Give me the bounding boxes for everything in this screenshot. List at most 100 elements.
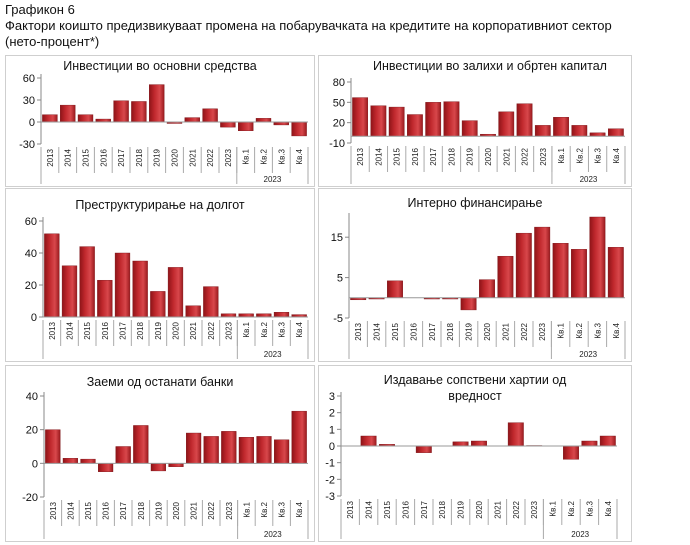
x-tick-label: Кв.3 bbox=[278, 501, 287, 517]
bar-2013 bbox=[45, 429, 61, 464]
bar-chart: -10 20 50 80 2013 2014 2015 2016 2017 2018 2019 202… bbox=[329, 77, 626, 184]
figure-label: Графикон 6 bbox=[5, 2, 75, 17]
x-tick-label: 2016 bbox=[409, 322, 418, 340]
chart-title: Заеми од останати банки bbox=[86, 375, 234, 389]
x-tick-label: 2017 bbox=[117, 148, 126, 166]
bar-chart: -20 0 20 40 2013 2014 2015 2016 2017 2018 2019 2020… bbox=[22, 391, 309, 539]
bar-Кв.1 bbox=[238, 121, 254, 132]
y-tick-label: 20 bbox=[25, 280, 37, 292]
x-tick-label: Кв.4 bbox=[612, 147, 621, 163]
y-tick-label: 30 bbox=[23, 95, 35, 107]
x-tick-label: 2013 bbox=[46, 148, 55, 166]
chart-panel-fixed-assets: Инвестиции во основни средства -30 0 30 60 2… bbox=[5, 55, 315, 187]
x-tick-label: 2021 bbox=[190, 501, 199, 519]
bar-2019 bbox=[149, 84, 165, 123]
x-tick-label: 2022 bbox=[207, 321, 216, 339]
x-tick-label: 2014 bbox=[365, 500, 374, 518]
x-tick-label: 2019 bbox=[154, 501, 163, 519]
x-tick-label: Кв.2 bbox=[260, 148, 269, 164]
bar-chart: 0 20 40 60 2013 2014 2015 2016 2017 2018 2019 2020 2… bbox=[25, 216, 309, 359]
bar-2019 bbox=[460, 297, 477, 311]
y-tick-label: 40 bbox=[25, 248, 37, 260]
y-tick-label: 80 bbox=[333, 77, 345, 89]
bar-2016 bbox=[97, 279, 113, 318]
group-label: 2023 bbox=[264, 175, 282, 184]
bar-2016 bbox=[98, 463, 114, 472]
bar-2023 bbox=[221, 431, 237, 464]
bar-2020 bbox=[471, 440, 487, 447]
bar-2015 bbox=[388, 106, 405, 137]
bar-2020 bbox=[479, 279, 495, 299]
figure-title: Фактори коишто предизвикуваат промена на… bbox=[5, 18, 612, 33]
x-tick-label: Кв.4 bbox=[295, 148, 304, 164]
chart-panel-debt-restructuring: Преструктурирање на долгот 0 20 40 60 2013 20… bbox=[5, 188, 315, 362]
bar-Кв.2 bbox=[571, 249, 587, 298]
x-tick-label: Кв.3 bbox=[593, 322, 602, 338]
x-tick-label: Кв.2 bbox=[575, 147, 584, 163]
x-tick-label: Кв.1 bbox=[557, 322, 566, 338]
bar-chart: -30 0 30 60 2013 2014 2015 2016 2017 2018 2019 2020… bbox=[19, 73, 309, 184]
bar-Кв.4 bbox=[291, 410, 307, 464]
bar-2015 bbox=[387, 280, 403, 299]
y-tick-label: -5 bbox=[333, 313, 343, 325]
bar-2022 bbox=[507, 422, 524, 447]
y-tick-label: -3 bbox=[325, 491, 335, 503]
bar-2019 bbox=[150, 291, 166, 318]
y-tick-label: 3 bbox=[329, 391, 335, 403]
y-tick-label: 50 bbox=[333, 97, 345, 109]
x-tick-label: 2019 bbox=[457, 500, 466, 518]
bar-Кв.2 bbox=[256, 436, 272, 464]
bar-2017 bbox=[115, 446, 131, 464]
figure-subtitle: (нето-процент*) bbox=[5, 34, 100, 49]
x-tick-label: 2020 bbox=[483, 322, 492, 340]
y-tick-label: 1 bbox=[329, 424, 335, 436]
bar-2022 bbox=[516, 103, 533, 137]
group-label: 2023 bbox=[264, 350, 282, 359]
chart-title: Издавање сопствени хартии од вредност bbox=[383, 373, 567, 403]
chart-title: Преструктурирање на долгот bbox=[75, 198, 245, 212]
y-tick-label: 0 bbox=[31, 312, 37, 324]
x-tick-label: 2023 bbox=[225, 501, 234, 519]
group-label: 2023 bbox=[264, 530, 282, 539]
bar-2017 bbox=[113, 100, 129, 123]
y-tick-label: 5 bbox=[337, 273, 343, 285]
x-tick-label: 2020 bbox=[171, 148, 180, 166]
x-tick-label: Кв.1 bbox=[242, 321, 251, 337]
bar-2015 bbox=[77, 114, 94, 123]
x-tick-label: 2014 bbox=[64, 148, 73, 166]
bar-Кв.1 bbox=[552, 243, 569, 298]
x-tick-label: 2023 bbox=[225, 321, 234, 339]
bar-2021 bbox=[186, 432, 202, 464]
x-tick-label: 2021 bbox=[188, 148, 197, 166]
group-label: 2023 bbox=[571, 530, 589, 539]
bar-2022 bbox=[203, 286, 219, 318]
bar-2023 bbox=[534, 125, 551, 137]
bar-2022 bbox=[515, 232, 532, 298]
bar-Кв.4 bbox=[291, 121, 307, 137]
y-tick-label: 60 bbox=[25, 216, 37, 228]
bar-chart: -5 5 15 2013 2014 2015 2016 2017 2018 2019 2020 202… bbox=[331, 213, 626, 359]
chart-panel-securities-issuance: Издавање сопствени хартии од вредност -3… bbox=[318, 365, 632, 542]
bar-2016 bbox=[407, 114, 423, 137]
bar-2021 bbox=[497, 255, 514, 299]
bar-2018 bbox=[133, 425, 149, 464]
x-tick-label: 2015 bbox=[383, 500, 392, 518]
bar-Кв.3 bbox=[589, 216, 606, 299]
y-tick-label: -10 bbox=[329, 138, 345, 150]
bar-2017 bbox=[425, 102, 442, 137]
x-tick-label: 2021 bbox=[502, 147, 511, 165]
x-tick-label: 2013 bbox=[354, 322, 363, 340]
y-tick-label: 60 bbox=[23, 73, 35, 85]
x-tick-label: 2020 bbox=[172, 321, 181, 339]
x-tick-label: 2017 bbox=[119, 501, 128, 519]
bar-2019 bbox=[461, 120, 478, 137]
x-tick-label: 2022 bbox=[520, 322, 529, 340]
x-tick-label: Кв.4 bbox=[295, 501, 304, 517]
y-tick-label: -1 bbox=[325, 458, 335, 470]
bar-2014 bbox=[360, 435, 377, 447]
chart-panel-inventories: Инвестиции во залихи и обртен капитал -1… bbox=[318, 55, 632, 187]
x-tick-label: 2019 bbox=[153, 148, 162, 166]
bar-2018 bbox=[443, 101, 460, 137]
x-tick-label: 2015 bbox=[393, 147, 402, 165]
bar-chart: -3 -2 -1 0 1 2 3 2013 2014 2015 2016 2017 2018 2019 20… bbox=[325, 391, 618, 539]
